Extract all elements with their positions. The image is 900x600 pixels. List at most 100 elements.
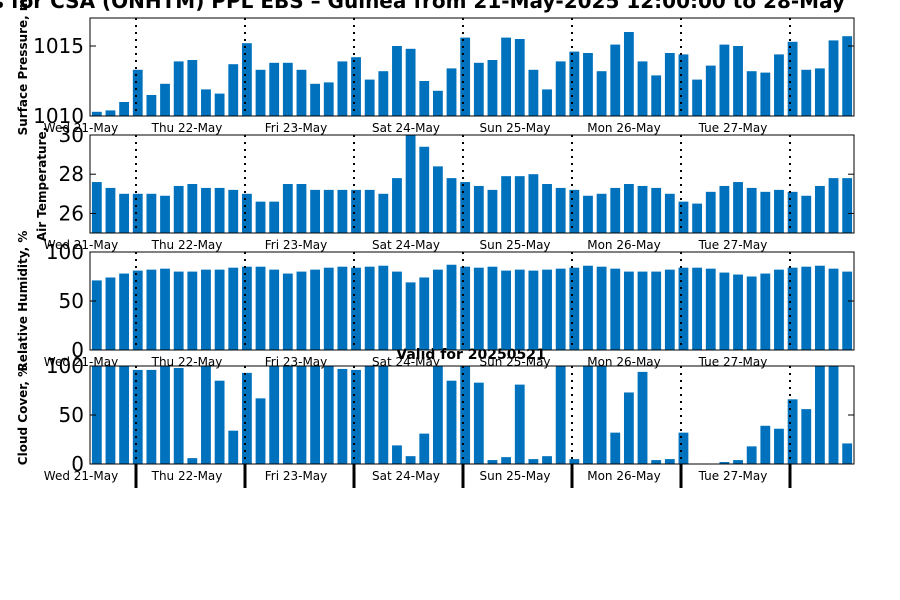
x-tick-label: Thu 22-May [151,121,223,135]
bar-panel-3-28 [460,266,471,350]
x-tick-label: Tue 27-May [698,355,768,369]
figure-title: s for CSA (ONHTM) PPL EBS – Guinea from … [0,0,845,13]
bar-panel-2-9 [201,187,211,233]
bar-panel-1-16 [296,69,307,116]
bar-panel-3-14 [269,269,280,350]
bar-panel-1-51 [774,54,784,116]
bar-panel-1-25 [419,81,430,116]
bar-panel-1-19 [337,61,348,116]
bar-panel-4-53 [801,409,812,464]
bar-panel-2-56 [842,178,853,233]
bar-panel-1-30 [487,60,498,116]
bar-panel-2-55 [828,178,839,233]
y-tick-label: 0 [71,452,84,476]
bar-panel-3-49 [746,276,757,350]
bar-panel-3-43 [664,269,675,350]
bar-panel-2-7 [173,185,184,233]
y-tick-label: 28 [59,162,84,186]
bar-panel-3-23 [392,271,402,350]
x-tick-label: Sat 24-May [372,238,440,252]
bar-panel-3-2 [105,277,116,350]
x-tick-label: Tue 27-May [698,121,768,135]
bar-panel-4-31 [501,457,512,464]
bar-panel-4-16 [296,366,307,464]
bar-panel-3-34 [542,269,552,350]
bar-panel-2-11 [228,189,239,233]
bar-panel-2-46 [705,191,716,233]
bar-panel-1-8 [187,60,198,116]
bar-panel-1-42 [651,75,662,116]
x-tick-label: Mon 26-May [587,469,661,483]
bar-panel-3-15 [282,273,293,350]
bar-panel-1-56 [842,36,853,117]
y-tick-label: 26 [59,201,84,225]
bar-panel-3-16 [296,271,307,350]
x-tick-label: Tue 27-May [698,238,768,252]
bar-panel-1-11 [228,64,239,116]
bar-panel-1-39 [610,44,621,116]
bar-panel-1-31 [501,37,512,116]
bar-panel-3-38 [596,266,607,350]
bar-panel-4-26 [432,366,443,464]
bar-panel-4-21 [364,366,375,464]
bar-panel-3-44 [678,267,689,350]
bar-panel-1-23 [392,46,402,116]
bar-panel-2-47 [719,185,730,233]
x-tick-label: Sun 25-May [479,238,550,252]
bar-panel-4-50 [760,425,771,464]
bar-panel-4-4 [132,369,143,464]
x-tick-label: Fri 23-May [265,469,328,483]
bar-panel-3-24 [405,282,416,350]
bar-panel-3-32 [514,269,525,350]
bar-panel-3-35 [555,268,566,350]
bar-panel-4-15 [282,366,293,464]
bar-panel-1-43 [664,53,675,116]
bar-panel-3-19 [337,266,348,350]
bar-panel-1-46 [705,65,716,116]
bar-panel-4-25 [419,433,430,464]
bar-panel-3-22 [378,265,389,350]
bar-panel-4-23 [392,445,402,464]
bar-panel-2-27 [446,178,457,233]
bar-panel-4-28 [460,366,471,464]
bar-panel-3-42 [651,271,662,350]
bar-panel-1-5 [146,95,157,116]
bar-panel-4-7 [173,367,184,464]
bar-panel-1-40 [623,32,634,116]
bar-panel-4-2 [105,366,116,464]
bar-panel-2-52 [787,191,798,233]
x-tick-label: Sat 24-May [372,469,440,483]
bar-panel-4-14 [269,366,280,464]
bar-panel-1-9 [201,89,211,116]
bar-panel-1-10 [214,93,225,116]
bar-panel-4-6 [160,366,170,464]
bar-panel-4-11 [228,430,239,464]
bar-panel-4-33 [528,459,539,464]
bar-panel-3-12 [241,266,252,350]
bar-panel-4-32 [514,384,525,464]
bar-panel-2-37 [583,195,593,233]
bar-panel-3-54 [814,265,825,350]
panel-2: 26 28 30 Air Temperature,Wed 21-May Thu 22-M… [35,123,855,252]
bar-panel-4-1 [91,366,102,464]
bar-panel-3-46 [705,268,716,350]
bar-panel-3-7 [173,271,184,350]
bar-panel-1-7 [173,61,184,116]
bar-panel-1-37 [583,53,593,116]
y-tick-label: 1015 [33,34,84,58]
bar-panel-2-48 [733,182,743,233]
bar-panel-1-2 [105,110,116,116]
bar-panel-3-47 [719,272,730,350]
bar-panel-2-31 [501,176,512,233]
bar-panel-1-45 [692,79,703,116]
bar-panel-4-56 [842,443,853,464]
bar-panel-1-28 [460,37,471,116]
bar-panel-2-8 [187,184,198,233]
bar-panel-4-44 [678,432,689,464]
bar-panel-3-18 [323,267,334,350]
bar-panel-3-52 [787,267,798,350]
plot-frame [89,134,855,234]
bar-panel-2-45 [692,203,703,233]
bar-panel-4-48 [733,460,743,464]
